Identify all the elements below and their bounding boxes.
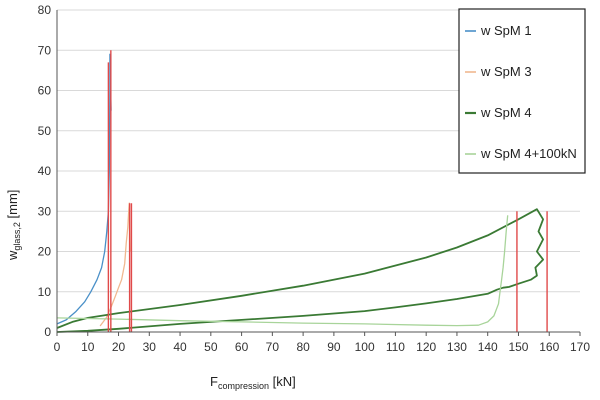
y-tick-label: 30 (38, 204, 52, 218)
x-tick-label: 120 (416, 340, 436, 354)
gridlines (57, 9, 580, 293)
x-tick-label: 30 (143, 340, 157, 354)
series-line-2 (99, 202, 131, 327)
x-tick-label: 170 (570, 340, 590, 354)
y-tick-label: 80 (38, 3, 52, 17)
x-tick-label: 20 (112, 340, 126, 354)
y-axis-label-sub: glass,2 (12, 222, 22, 251)
x-tick-label: 150 (508, 340, 528, 354)
vertical-markers (107, 50, 548, 332)
x-tick-label: 160 (539, 340, 559, 354)
y-tick-label: 10 (38, 285, 52, 299)
x-tick-label: 80 (296, 340, 310, 354)
x-tick-label: 0 (54, 340, 61, 354)
x-axis-label-main: F (210, 374, 218, 389)
legend-label-2: w SpM 3 (480, 64, 532, 79)
x-tick-label: 140 (478, 340, 498, 354)
x-tick-label: 110 (386, 340, 405, 354)
x-tick-label: 40 (173, 340, 187, 354)
y-tick-label: 60 (38, 84, 52, 98)
x-tick-labels: 0 10 20 30 40 50 60 70 80 90 100 110 120 130 140 150 160… (54, 332, 590, 354)
y-axis-label: wglass,2 [mm] (5, 190, 22, 261)
legend-label-3: w SpM 4 (480, 105, 532, 120)
series-line-3 (56, 208, 544, 333)
x-axis-label-sub: compression (218, 381, 269, 391)
y-tick-label: 0 (44, 325, 51, 339)
legend-box (458, 8, 586, 174)
x-tick-label: 10 (81, 340, 95, 354)
x-tick-label: 90 (327, 340, 341, 354)
series-lines (56, 53, 544, 333)
y-tick-label: 50 (38, 124, 52, 138)
series-line-1 (56, 53, 112, 325)
x-tick-label: 100 (355, 340, 375, 354)
x-axis-label-unit: [kN] (269, 374, 296, 389)
y-tick-label: 70 (38, 43, 52, 57)
x-axis-label: Fcompression [kN] (210, 374, 296, 391)
y-tick-label: 20 (38, 245, 52, 259)
x-tick-label: 60 (235, 340, 249, 354)
y-axis-label-main: w (5, 250, 20, 261)
legend: w SpM 1 w SpM 3 w SpM 4 w SpM 4+100kN (458, 8, 586, 174)
legend-label-4: w SpM 4+100kN (480, 146, 577, 161)
x-tick-label: 50 (204, 340, 218, 354)
series-line-4 (56, 215, 509, 327)
legend-label-1: w SpM 1 (480, 23, 532, 38)
y-tick-labels: 0 10 20 30 40 50 60 70 80 (38, 3, 52, 339)
x-tick-label: 130 (447, 340, 467, 354)
y-axis-label-unit: [mm] (5, 190, 20, 223)
y-tick-label: 40 (38, 164, 52, 178)
x-tick-label: 70 (266, 340, 280, 354)
